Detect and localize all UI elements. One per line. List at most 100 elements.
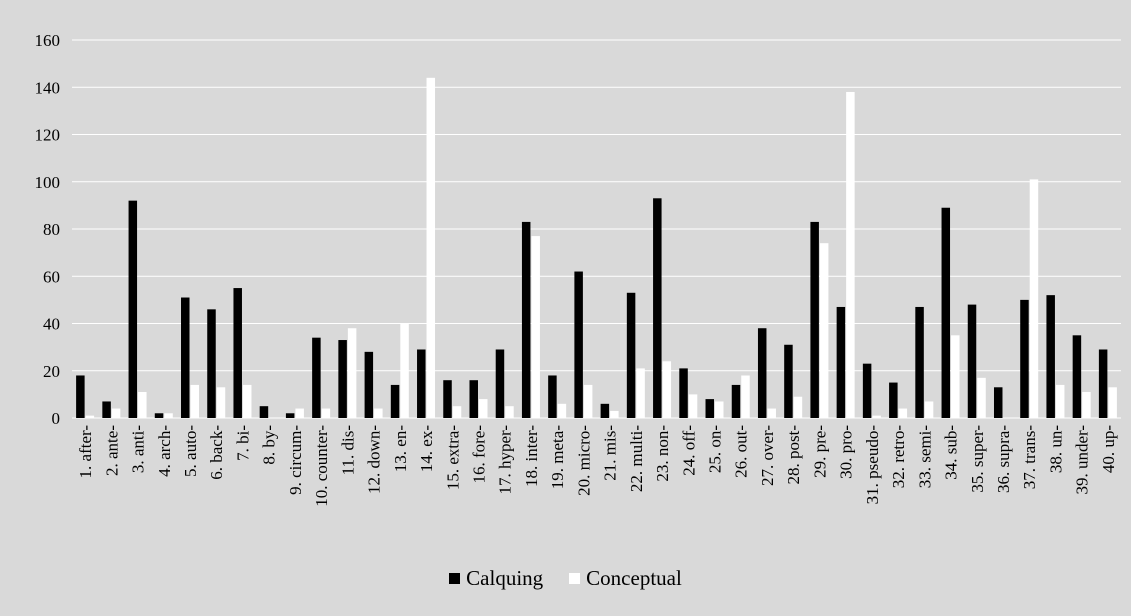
bar-calquing bbox=[915, 306, 924, 418]
x-tick-label: 11. dis- bbox=[338, 425, 357, 476]
bar-conceptual bbox=[111, 408, 121, 418]
bar-calquing bbox=[548, 375, 557, 418]
x-tick-label: 32. retro- bbox=[889, 425, 908, 489]
x-tick-label: 20. micro- bbox=[574, 425, 593, 496]
bar-calquing bbox=[1072, 335, 1082, 418]
bar-calquing bbox=[76, 375, 85, 418]
bar-conceptual bbox=[767, 408, 776, 418]
x-tick-label: 19. meta- bbox=[548, 425, 567, 490]
x-tick-label: 9. circum- bbox=[286, 425, 305, 495]
x-tick-label: 18. inter- bbox=[522, 425, 541, 487]
x-tick-label: 7. bi- bbox=[233, 425, 252, 461]
bar-conceptual bbox=[898, 408, 908, 418]
y-tick-label: 0 bbox=[52, 409, 61, 428]
bar-calquing bbox=[731, 384, 741, 418]
bar-conceptual bbox=[374, 408, 383, 418]
x-tick-label: 33. semi- bbox=[915, 425, 934, 489]
x-tick-label: 36. supra- bbox=[994, 425, 1013, 493]
bar-calquing bbox=[285, 413, 295, 418]
x-tick-label: 35. super- bbox=[968, 425, 987, 493]
y-tick-label: 120 bbox=[35, 126, 61, 145]
x-tick-label: 40. up- bbox=[1099, 425, 1118, 474]
bar-conceptual bbox=[1055, 384, 1065, 418]
x-tick-label: 37. trans- bbox=[1020, 425, 1039, 490]
bar-conceptual bbox=[400, 323, 409, 418]
bar-conceptual bbox=[715, 401, 724, 418]
bar-conceptual bbox=[190, 384, 200, 418]
bar-conceptual bbox=[924, 401, 934, 418]
y-tick-label: 40 bbox=[43, 315, 60, 334]
bar-calquing bbox=[233, 288, 242, 418]
bar-conceptual bbox=[1029, 179, 1039, 418]
x-tick-label: 39. under- bbox=[1073, 425, 1092, 495]
bar-conceptual bbox=[1108, 387, 1117, 418]
bar-calquing bbox=[312, 337, 321, 418]
x-tick-label: 6. back- bbox=[207, 425, 226, 480]
bar-calquing bbox=[784, 344, 793, 418]
x-tick-label: 25. on- bbox=[706, 425, 725, 474]
legend-label-calquing: Calquing bbox=[466, 566, 544, 590]
y-tick-label: 140 bbox=[35, 78, 61, 97]
x-tick-label: 8. by- bbox=[260, 425, 279, 465]
bar-calquing bbox=[600, 403, 610, 418]
legend-label-conceptual: Conceptual bbox=[586, 566, 682, 590]
x-tick-label: 2. ante- bbox=[102, 425, 121, 476]
bar-calquing bbox=[259, 406, 269, 418]
bar-calquing bbox=[757, 328, 767, 418]
x-tick-label: 10. counter- bbox=[312, 425, 331, 507]
bar-calquing bbox=[338, 340, 347, 418]
legend-swatch-calquing bbox=[449, 573, 461, 584]
bar-conceptual bbox=[452, 406, 462, 418]
y-tick-label: 160 bbox=[35, 31, 61, 50]
bar-conceptual bbox=[505, 406, 514, 418]
bar-conceptual bbox=[347, 328, 357, 418]
bar-conceptual bbox=[242, 384, 252, 418]
bar-calquing bbox=[993, 387, 1003, 418]
x-tick-label: 22. multi- bbox=[627, 425, 646, 492]
bar-calquing bbox=[128, 200, 138, 418]
bar-calquing bbox=[967, 304, 977, 418]
bar-calquing bbox=[443, 380, 452, 418]
bar-calquing bbox=[653, 198, 662, 418]
bar-conceptual bbox=[977, 377, 986, 418]
y-tick-label: 60 bbox=[43, 267, 60, 286]
bar-conceptual bbox=[636, 368, 645, 418]
legend-item-calquing: Calquing bbox=[449, 566, 543, 591]
bar-calquing bbox=[889, 382, 898, 418]
x-tick-label: 12. down- bbox=[365, 425, 384, 494]
x-tick-label: 13. en- bbox=[391, 425, 410, 473]
x-tick-label: 16. fore- bbox=[469, 425, 488, 484]
x-tick-label: 38. un- bbox=[1046, 425, 1065, 474]
bar-conceptual bbox=[426, 77, 436, 419]
bar-conceptual bbox=[138, 392, 147, 418]
y-tick-label: 20 bbox=[43, 362, 60, 381]
x-tick-label: 23. non- bbox=[653, 425, 672, 482]
bar-calquing bbox=[705, 399, 715, 418]
x-tick-label: 30. pro- bbox=[837, 425, 856, 479]
bar-conceptual bbox=[216, 387, 226, 418]
bar-conceptual bbox=[478, 399, 488, 418]
bar-calquing bbox=[364, 351, 374, 418]
x-tick-label: 17. hyper- bbox=[496, 425, 515, 495]
bar-calquing bbox=[102, 401, 111, 418]
legend-swatch-conceptual bbox=[569, 573, 581, 584]
bar-calquing bbox=[626, 292, 636, 418]
x-tick-label: 21. mis- bbox=[601, 425, 620, 481]
chart-legend: Calquing Conceptual bbox=[0, 566, 1131, 591]
bar-conceptual bbox=[688, 394, 698, 418]
bar-conceptual bbox=[295, 408, 304, 418]
bar-calquing bbox=[521, 221, 531, 418]
x-tick-label: 27. over- bbox=[758, 425, 777, 486]
x-tick-label: 31. pseudo- bbox=[863, 425, 882, 505]
bar-calquing bbox=[181, 297, 190, 418]
bar-conceptual bbox=[872, 415, 881, 418]
legend-item-conceptual: Conceptual bbox=[569, 566, 682, 591]
bar-calquing bbox=[574, 271, 583, 418]
x-tick-label: 34. sub- bbox=[942, 425, 961, 480]
bar-calquing bbox=[207, 309, 216, 418]
bar-conceptual bbox=[610, 410, 619, 418]
bar-conceptual bbox=[557, 403, 567, 418]
bar-calquing bbox=[495, 349, 505, 418]
x-tick-label: 26. out- bbox=[732, 425, 751, 478]
